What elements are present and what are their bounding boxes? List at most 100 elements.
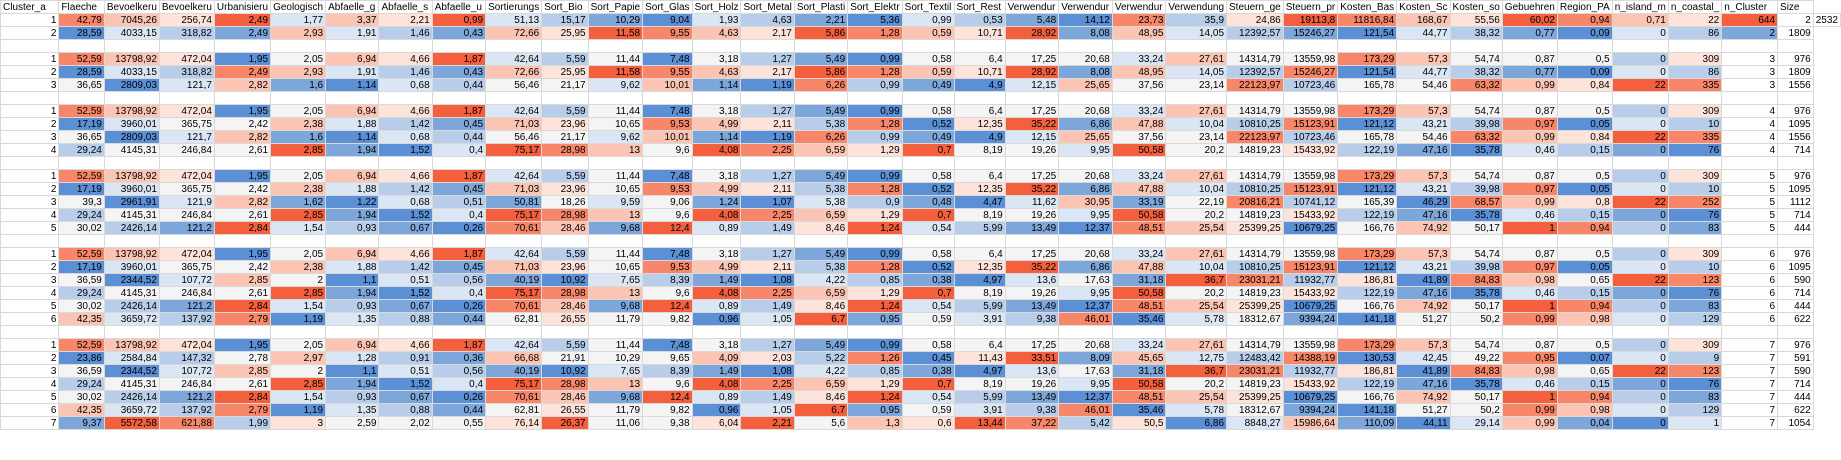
value-cell[interactable]: 2809,03 — [103, 130, 160, 144]
value-cell[interactable]: 35,78 — [1449, 286, 1503, 300]
value-cell[interactable]: 129 — [1667, 403, 1723, 417]
value-cell[interactable]: 50,2 — [1449, 312, 1503, 326]
value-cell[interactable]: 10810,25 — [1226, 117, 1284, 131]
value-cell[interactable]: 1,95 — [213, 52, 272, 66]
value-cell[interactable]: 4,66 — [378, 52, 433, 66]
empty-cell[interactable] — [740, 39, 795, 53]
empty-cell[interactable] — [1058, 234, 1113, 248]
empty-cell[interactable] — [1282, 234, 1339, 248]
value-cell[interactable]: 0,87 — [1501, 52, 1558, 66]
value-cell[interactable]: 35,46 — [1111, 312, 1167, 326]
value-cell[interactable]: 0,36 — [431, 351, 487, 365]
empty-cell[interactable] — [0, 156, 60, 170]
value-cell[interactable]: 8,08 — [1058, 26, 1113, 40]
value-cell[interactable]: 9,38 — [1004, 312, 1060, 326]
value-cell[interactable]: 123 — [1667, 364, 1723, 378]
value-cell[interactable]: 2 — [270, 273, 327, 287]
value-cell[interactable]: 1,35 — [325, 403, 380, 417]
column-header[interactable]: n_coastal_ — [1667, 0, 1723, 14]
value-cell[interactable]: 4,47 — [953, 195, 1006, 209]
value-cell[interactable]: 0,99 — [431, 13, 487, 27]
meta-cell[interactable]: 5 — [1721, 182, 1779, 196]
value-cell[interactable]: 0,05 — [1556, 260, 1613, 274]
value-cell[interactable]: 0,97 — [1501, 260, 1558, 274]
value-cell[interactable]: 1,14 — [691, 130, 742, 144]
value-cell[interactable]: 17,25 — [1004, 104, 1060, 118]
value-cell[interactable]: 1,49 — [740, 221, 795, 235]
value-cell[interactable]: 54,74 — [1449, 169, 1503, 183]
empty-cell[interactable] — [1611, 234, 1669, 248]
value-cell[interactable]: 2,05 — [270, 338, 327, 352]
value-cell[interactable]: 1,35 — [325, 312, 380, 326]
value-cell[interactable]: 0,97 — [1501, 117, 1558, 131]
value-cell[interactable]: 4,66 — [378, 104, 433, 118]
value-cell[interactable]: 36,59 — [58, 273, 105, 287]
value-cell[interactable]: 0,44 — [431, 78, 487, 92]
empty-cell[interactable] — [901, 156, 955, 170]
value-cell[interactable]: 42,45 — [1396, 351, 1451, 365]
value-cell[interactable]: 0,67 — [378, 390, 433, 404]
value-cell[interactable]: 9,38 — [642, 416, 693, 430]
value-cell[interactable]: 47,16 — [1396, 377, 1451, 391]
value-cell[interactable]: 0,58 — [901, 52, 955, 66]
value-cell[interactable]: 33,24 — [1111, 52, 1167, 66]
value-cell[interactable]: 8,19 — [953, 208, 1006, 222]
column-header[interactable]: Abfaelle_u — [431, 0, 487, 14]
value-cell[interactable]: 5,86 — [793, 26, 849, 40]
value-cell[interactable]: 10,29 — [587, 13, 644, 27]
value-cell[interactable]: 21,17 — [541, 130, 589, 144]
value-cell[interactable]: 122,19 — [1337, 208, 1398, 222]
value-cell[interactable]: 44,11 — [1396, 416, 1451, 430]
value-cell[interactable]: 2,93 — [270, 65, 327, 79]
value-cell[interactable]: 40,19 — [485, 273, 543, 287]
value-cell[interactable]: 121,9 — [158, 195, 215, 209]
value-cell[interactable]: 20,2 — [1165, 208, 1228, 222]
empty-cell[interactable] — [691, 156, 742, 170]
empty-cell[interactable] — [213, 234, 272, 248]
value-cell[interactable]: 72,66 — [485, 65, 543, 79]
value-cell[interactable]: 13 — [587, 208, 644, 222]
value-cell[interactable]: 5,59 — [541, 169, 589, 183]
empty-cell[interactable] — [1556, 91, 1613, 105]
value-cell[interactable]: 5572,58 — [103, 416, 160, 430]
value-cell[interactable]: 2344,52 — [103, 364, 160, 378]
column-header[interactable]: n_Cluster — [1721, 0, 1779, 14]
column-header[interactable]: Sort_Papie — [587, 0, 644, 14]
value-cell[interactable]: 0 — [1611, 377, 1669, 391]
empty-cell[interactable] — [1226, 91, 1284, 105]
value-cell[interactable]: 365,75 — [158, 260, 215, 274]
column-header[interactable]: Verwendur — [1004, 0, 1060, 14]
empty-cell[interactable] — [1058, 156, 1113, 170]
value-cell[interactable]: 2,21 — [740, 416, 795, 430]
value-cell[interactable]: 30,02 — [58, 299, 105, 313]
empty-cell[interactable] — [793, 91, 849, 105]
empty-cell[interactable] — [1449, 39, 1503, 53]
value-cell[interactable]: 15433,92 — [1282, 377, 1339, 391]
value-cell[interactable]: 38,32 — [1449, 26, 1503, 40]
value-cell[interactable]: 107,72 — [158, 273, 215, 287]
value-cell[interactable]: 0,99 — [847, 104, 903, 118]
value-cell[interactable]: 39,98 — [1449, 182, 1503, 196]
value-cell[interactable]: 0 — [1611, 416, 1669, 430]
value-cell[interactable]: 0,52 — [901, 117, 955, 131]
value-cell[interactable]: 1,91 — [325, 65, 380, 79]
value-cell[interactable]: 11,58 — [587, 26, 644, 40]
empty-cell[interactable] — [740, 156, 795, 170]
value-cell[interactable]: 20,68 — [1058, 52, 1113, 66]
value-cell[interactable]: 1,1 — [325, 273, 380, 287]
empty-cell[interactable] — [1777, 234, 1814, 248]
value-cell[interactable]: 8,46 — [793, 299, 849, 313]
value-cell[interactable]: 11,58 — [587, 65, 644, 79]
value-cell[interactable]: 0,4 — [431, 208, 487, 222]
value-cell[interactable]: 2,85 — [213, 273, 272, 287]
value-cell[interactable]: 4,66 — [378, 169, 433, 183]
value-cell[interactable]: 1,87 — [431, 169, 487, 183]
value-cell[interactable]: 10,92 — [541, 364, 589, 378]
value-cell[interactable]: 0,45 — [901, 351, 955, 365]
empty-cell[interactable] — [1165, 234, 1228, 248]
value-cell[interactable]: 1,87 — [431, 52, 487, 66]
column-header[interactable]: Verwendung — [1165, 0, 1228, 14]
value-cell[interactable]: 20,68 — [1058, 338, 1113, 352]
meta-cell[interactable]: 976 — [1777, 104, 1814, 118]
value-cell[interactable]: 5,42 — [1058, 416, 1113, 430]
